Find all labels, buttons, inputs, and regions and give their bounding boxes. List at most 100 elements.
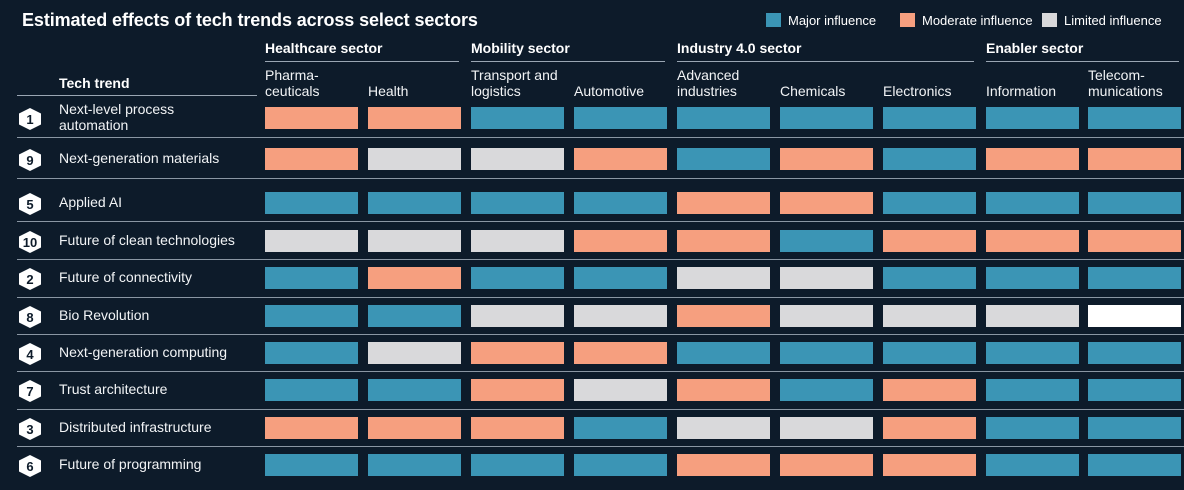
trend-label: Future of programming — [59, 456, 202, 472]
heatmap-cell — [883, 107, 976, 129]
legend-label-limited: Limited influence — [1064, 12, 1162, 28]
trend-label: Bio Revolution — [59, 307, 150, 323]
heatmap-cell — [1088, 107, 1181, 129]
heatmap-cell — [780, 230, 873, 252]
rank-badge: 9 — [19, 149, 41, 171]
heatmap-cell — [986, 192, 1079, 214]
heatmap-cell — [471, 417, 564, 439]
heatmap-cell — [883, 230, 976, 252]
column-header-information: Information — [986, 83, 1057, 99]
heatmap-cell — [883, 379, 976, 401]
heatmap-cell — [780, 107, 873, 129]
heatmap-cell — [574, 230, 667, 252]
heatmap-cell — [883, 148, 976, 170]
sector-rule-healthcare-sector — [265, 61, 459, 62]
sector-header-industry-4-0-sector: Industry 4.0 sector — [677, 40, 802, 56]
heatmap-cell — [265, 305, 358, 327]
heatmap-cell — [471, 148, 564, 170]
heatmap-cell — [780, 454, 873, 476]
trend-label: Applied AI — [59, 194, 123, 210]
sector-rule-industry-4-0-sector — [677, 61, 974, 62]
heatmap-cell — [471, 342, 564, 364]
heatmap-cell — [677, 305, 770, 327]
row-divider — [17, 297, 1184, 298]
column-header-pharma-ceuticals: Pharma-ceuticals — [265, 67, 320, 99]
heatmap-cell — [883, 454, 976, 476]
heatmap-cell — [368, 417, 461, 439]
heatmap-cell — [986, 107, 1079, 129]
heatmap-cell — [986, 305, 1079, 327]
heatmap-cell — [1088, 192, 1181, 214]
heatmap-cell — [471, 454, 564, 476]
sector-header-healthcare-sector: Healthcare sector — [265, 40, 383, 56]
rank-badge: 4 — [19, 343, 41, 365]
row-divider — [17, 446, 1184, 447]
heatmap-cell — [780, 417, 873, 439]
trend-label: Next-generation computing — [59, 344, 228, 360]
heatmap-cell — [780, 192, 873, 214]
heatmap-cell — [265, 379, 358, 401]
row-divider — [17, 137, 1184, 138]
heatmap-cell — [986, 417, 1079, 439]
heatmap-cell — [574, 148, 667, 170]
rank-badge: 3 — [19, 418, 41, 440]
heatmap-cell — [471, 230, 564, 252]
heatmap-cell — [265, 342, 358, 364]
heatmap-cell — [677, 342, 770, 364]
heatmap-cell — [780, 305, 873, 327]
trend-label: Distributed infrastructure — [59, 419, 212, 435]
heatmap-cell — [1088, 417, 1181, 439]
legend-label-moderate: Moderate influence — [922, 12, 1033, 28]
row-divider — [17, 409, 1184, 410]
heatmap-cell — [1088, 267, 1181, 289]
heatmap-cell — [368, 192, 461, 214]
heatmap-cell — [471, 107, 564, 129]
heatmap-cell — [574, 107, 667, 129]
column-header-chemicals: Chemicals — [780, 83, 846, 99]
legend-item-moderate: Moderate influence — [900, 11, 1033, 29]
heatmap-cell — [265, 148, 358, 170]
heatmap-cell — [368, 379, 461, 401]
rank-badge: 1 — [19, 108, 41, 130]
heatmap-cell — [677, 267, 770, 289]
heatmap-cell — [986, 148, 1079, 170]
heatmap-cell — [368, 148, 461, 170]
sector-header-mobility-sector: Mobility sector — [471, 40, 570, 56]
heatmap-cell — [574, 379, 667, 401]
heatmap-cell — [574, 305, 667, 327]
heatmap-cell — [574, 192, 667, 214]
legend-item-limited: Limited influence — [1042, 11, 1162, 29]
heatmap-cell — [780, 148, 873, 170]
column-header-transport-and-logistics: Transport and logistics — [471, 67, 558, 99]
rank-badge: 7 — [19, 380, 41, 402]
heatmap-cell — [574, 417, 667, 439]
heatmap-cell — [883, 305, 976, 327]
row-divider — [17, 371, 1184, 372]
heatmap-cell — [1088, 454, 1181, 476]
heatmap-cell — [265, 107, 358, 129]
rank-badge: 10 — [19, 231, 41, 253]
heatmap-cell — [677, 148, 770, 170]
rank-badge: 5 — [19, 193, 41, 215]
rank-badge: 8 — [19, 306, 41, 328]
heatmap-cell — [471, 305, 564, 327]
tech-trend-header-rule — [17, 95, 257, 96]
heatmap-cell — [986, 267, 1079, 289]
sector-rule-mobility-sector — [471, 61, 665, 62]
legend-item-major: Major influence — [766, 11, 876, 29]
trend-label: Next-generation materials — [59, 150, 220, 166]
heatmap-cell — [368, 305, 461, 327]
heatmap-cell — [265, 267, 358, 289]
chart-title: Estimated effects of tech trends across … — [22, 10, 478, 30]
heatmap-cell — [265, 454, 358, 476]
heatmap-cell — [574, 267, 667, 289]
column-header-advanced-industries: Advanced industries — [677, 67, 740, 99]
heatmap-cell — [368, 342, 461, 364]
heatmap-cell — [471, 267, 564, 289]
heatmap-cell — [265, 417, 358, 439]
heatmap-cell — [986, 454, 1079, 476]
heatmap-cell — [883, 267, 976, 289]
legend-swatch-limited — [1042, 13, 1057, 27]
trend-label: Future of connectivity — [59, 269, 193, 285]
column-header-health: Health — [368, 83, 409, 99]
